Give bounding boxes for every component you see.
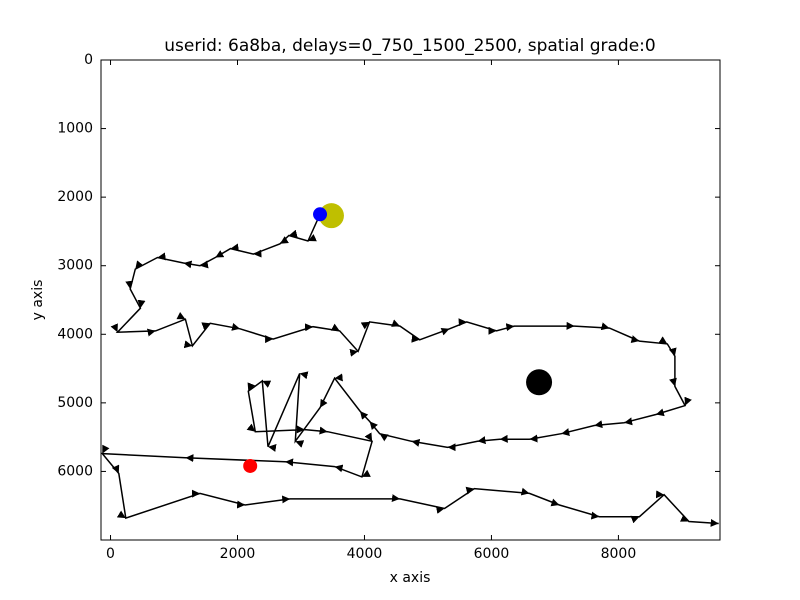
y-tick-label: 3000 [57,258,93,274]
x-axis-label: x axis [390,570,431,586]
y-axis-label: y axis [30,280,46,321]
y-tick-label: 2000 [57,189,93,205]
y-tick-label: 6000 [57,463,93,479]
y-tick-label: 4000 [57,326,93,342]
point [313,207,328,222]
y-tick-label: 5000 [57,395,93,411]
plot-area [100,59,721,541]
y-tick-label: 1000 [57,121,93,137]
trajectory [100,213,719,527]
y-tick-label: 0 [84,52,93,68]
point [243,458,258,473]
x-tick-label: 0 [106,546,115,562]
point [526,369,553,396]
x-tick-label: 4000 [347,546,383,562]
x-tick-label: 8000 [601,546,637,562]
chart-title: userid: 6a8ba, delays=0_750_1500_2500, s… [164,36,655,56]
point [318,203,344,229]
x-tick-label: 2000 [220,546,256,562]
x-tick-label: 6000 [474,546,510,562]
